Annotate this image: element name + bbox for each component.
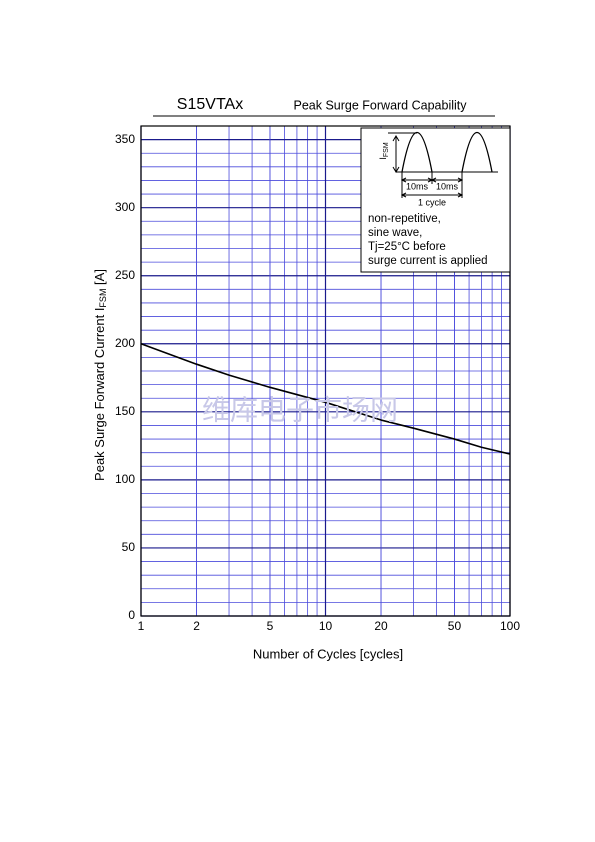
inset-box <box>360 127 511 273</box>
chart-title: S15VTAx <box>177 96 243 113</box>
y-axis-label-unit: [A] <box>92 269 107 289</box>
inset-ifsm-main: I <box>378 157 388 160</box>
watermark: 维库电子市场网 <box>202 394 398 427</box>
y-tick-label: 200 <box>115 336 135 350</box>
inset-half2: 10ms <box>436 181 459 191</box>
x-axis-label: Number of Cycles [cycles] <box>253 646 403 661</box>
y-tick-label: 250 <box>115 268 135 282</box>
inset-ifsm-sub: FSM <box>383 142 390 157</box>
data-line <box>140 343 511 455</box>
inset: IFSM 10ms 10ms 1 cycle non-repetitive, s… <box>360 127 511 273</box>
chart-subtitle: Peak Surge Forward Capability <box>294 98 468 112</box>
plot-frame <box>140 125 511 617</box>
x-tick-label: 100 <box>500 619 520 633</box>
ifsm-arrowheads <box>392 135 400 173</box>
y-tick-label: 150 <box>115 404 135 418</box>
y-axis-label-main: Peak Surge Forward Current I <box>92 308 107 481</box>
y-tick-label: 50 <box>122 540 136 554</box>
inset-half1: 10ms <box>406 181 429 191</box>
y-axis-label: Peak Surge Forward Current IFSM [A] <box>92 269 108 481</box>
inset-note: Tj=25°C before <box>368 241 446 253</box>
y-tick-label: 350 <box>115 132 135 146</box>
inset-period: 1 cycle <box>418 197 446 207</box>
y-tick-label: 300 <box>115 200 135 214</box>
y-tick-label: 100 <box>115 472 135 486</box>
x-tick-label: 2 <box>193 619 200 633</box>
x-tick-label: 20 <box>374 619 388 633</box>
inset-ifsm: IFSM <box>378 142 389 159</box>
x-tick-label: 1 <box>138 619 145 633</box>
inset-note: sine wave, <box>368 227 422 239</box>
x-tick-label: 5 <box>267 619 274 633</box>
inset-note: non-repetitive, <box>368 213 441 225</box>
inset-note: surge current is applied <box>368 255 488 267</box>
arrowheads <box>400 177 464 198</box>
y-tick-label: 0 <box>128 608 135 622</box>
x-tick-label: 10 <box>319 619 333 633</box>
x-tick-label: 50 <box>448 619 462 633</box>
y-axis-label-sub: FSM <box>98 289 108 308</box>
